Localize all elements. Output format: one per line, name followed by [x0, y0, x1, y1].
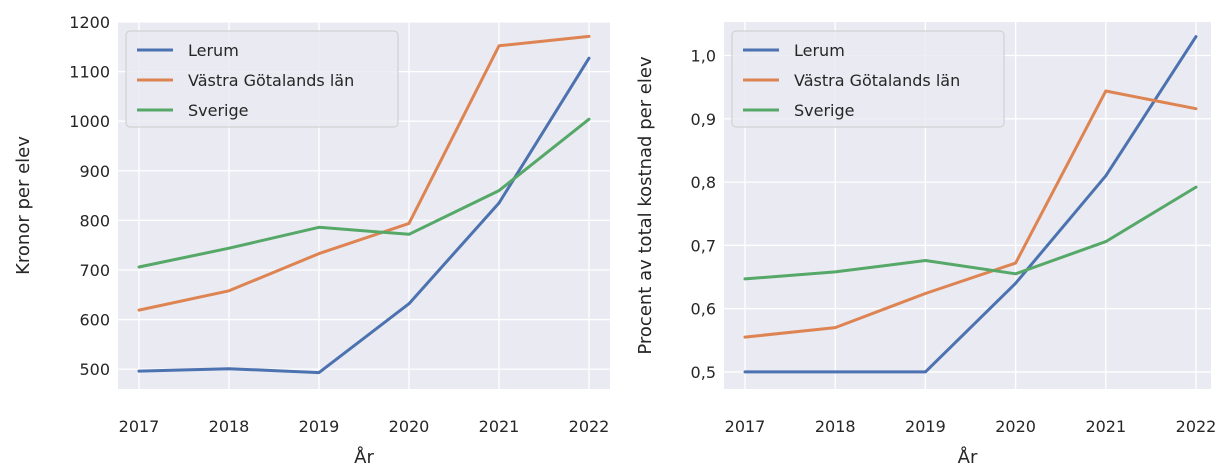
y-tick-label: 0,5	[691, 363, 716, 382]
x-axis-label: År	[354, 446, 374, 464]
x-tick-label: 2021	[1085, 417, 1126, 436]
x-axis-label: År	[958, 446, 978, 464]
legend-label: Västra Götalands län	[794, 71, 960, 90]
y-axis-label: Procent av total kostnad per elev	[635, 56, 656, 355]
y-tick-label: 1000	[69, 112, 110, 131]
y-tick-label: 0,8	[691, 173, 716, 192]
legend-box	[731, 30, 1005, 128]
legend-label: Sverige	[188, 101, 249, 120]
legend-label: Lerum	[188, 41, 239, 60]
series-line-1	[743, 35, 1198, 374]
legend: Lerum Västra Götalands län Sverige	[731, 30, 1005, 128]
y-tick-label: 800	[79, 211, 110, 230]
x-tick-label: 2019	[905, 417, 946, 436]
legend-label: Lerum	[794, 41, 845, 60]
series-line-2	[137, 34, 591, 312]
chart-panel-2: 0,5 0,6 0,7 0,8 0,9 1,0 2017 2018 2019 2020 2021 20…	[635, 22, 1216, 464]
x-tick-label: 2017	[119, 417, 160, 436]
y-tick-label: 900	[79, 162, 110, 181]
y-axis-label: Kronor per elev	[13, 136, 34, 275]
y-tick-label: 1,0	[691, 47, 716, 66]
legend-box	[125, 30, 399, 128]
y-tick-label: 700	[79, 261, 110, 280]
y-tick-label: 500	[79, 360, 110, 379]
chart-panel-1: 500 600 700 800 900 1000 1100 1200 2017 2018 2019 2…	[13, 13, 610, 464]
x-tick-label: 2020	[389, 417, 430, 436]
y-tick-label: 1200	[69, 13, 110, 32]
series-line-3	[743, 185, 1198, 281]
y-tick-label: 0,9	[691, 110, 716, 129]
x-tick-label: 2022	[569, 417, 610, 436]
x-tick-label: 2020	[995, 417, 1036, 436]
x-tick-label: 2017	[725, 417, 766, 436]
x-tick-label: 2021	[479, 417, 520, 436]
y-tick-label: 0,7	[691, 236, 716, 255]
series-line-2	[743, 89, 1198, 339]
x-tick-label: 2018	[815, 417, 856, 436]
y-tick-label: 600	[79, 311, 110, 330]
legend-label: Sverige	[794, 101, 855, 120]
y-tick-label: 1100	[69, 63, 110, 82]
legend: Lerum Västra Götalands län Sverige	[125, 30, 399, 128]
legend-label: Västra Götalands län	[188, 71, 354, 90]
series-line-3	[137, 117, 591, 269]
x-tick-label: 2022	[1176, 417, 1217, 436]
x-tick-label: 2019	[299, 417, 340, 436]
x-tick-label: 2018	[209, 417, 250, 436]
y-tick-label: 0,6	[691, 300, 716, 319]
